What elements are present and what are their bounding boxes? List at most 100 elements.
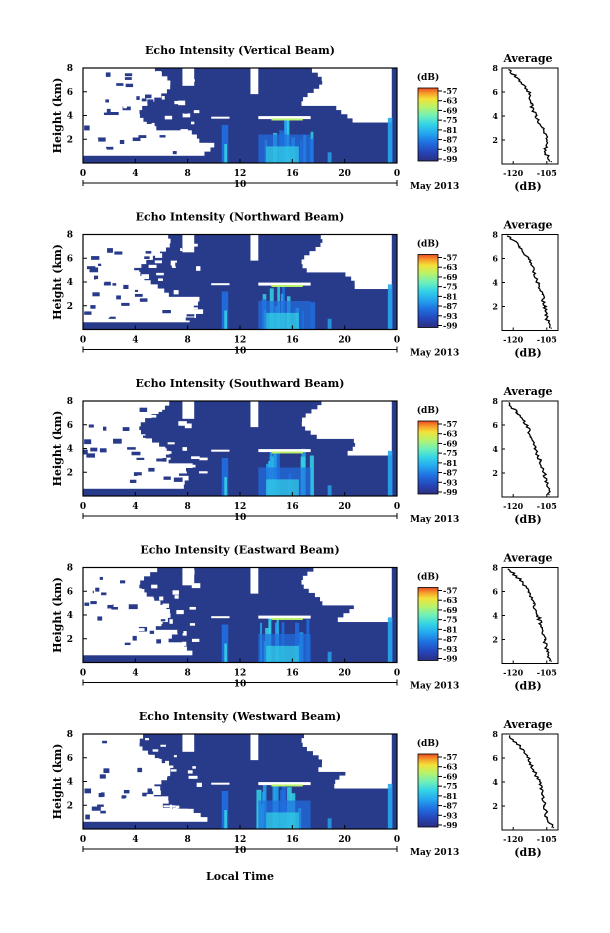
- x-tick-label: 0: [394, 835, 400, 845]
- no-data-cell: [83, 763, 168, 768]
- x-tick-label: 16: [286, 336, 299, 346]
- speckle-cell: [112, 283, 117, 286]
- speckle-cell: [92, 292, 100, 297]
- profile-point: [546, 817, 548, 819]
- speckle-cell: [129, 805, 139, 810]
- speckle-cell: [106, 601, 113, 605]
- speckle-cell: [163, 476, 171, 480]
- x-axis-label: Local Time: [206, 870, 274, 883]
- profile-point: [528, 590, 530, 593]
- bright-band-edge: [211, 283, 230, 286]
- speckle-cell: [83, 278, 87, 283]
- gap-cell: [151, 306, 158, 309]
- profile-point: [505, 233, 508, 236]
- y-tick-label: 8: [67, 730, 73, 740]
- month-label: May 2013: [410, 182, 459, 192]
- colorbar-tick-label: -87: [443, 634, 457, 644]
- profile-point: [532, 269, 534, 272]
- profile-y-tick-label: 4: [492, 777, 498, 787]
- x-tick-label: 16: [286, 169, 299, 179]
- profile-point: [543, 638, 546, 641]
- speckle-cell: [175, 775, 182, 778]
- colorbar-tick-label: -69: [443, 605, 458, 615]
- no-data-cell: [83, 442, 160, 448]
- speckle-cell: [126, 628, 133, 632]
- speckle-cell: [156, 639, 162, 644]
- speckle-cell: [95, 279, 105, 283]
- no-data-cell: [305, 413, 392, 419]
- speckle-cell: [151, 780, 156, 783]
- profile-point: [535, 115, 537, 117]
- profile-point: [517, 412, 519, 414]
- speckle-cell: [99, 576, 103, 580]
- profile-line: [507, 568, 552, 662]
- speckle-cell: [121, 795, 126, 799]
- no-data-cell: [309, 251, 392, 256]
- colorbar: [417, 420, 439, 495]
- profile-point: [539, 781, 541, 783]
- speckle-cell: [103, 426, 107, 431]
- no-data-cell: [351, 276, 392, 281]
- bright-band-edge: [211, 782, 230, 785]
- profile-xlabel: (dB): [514, 180, 541, 193]
- gap-cell: [148, 152, 154, 155]
- speckle-cell: [114, 760, 121, 765]
- speckle-cell: [128, 604, 138, 610]
- speckle-cell: [149, 117, 159, 121]
- gap-cell: [167, 142, 179, 145]
- speckle-cell: [109, 776, 117, 782]
- no-data-cell: [83, 604, 167, 610]
- no-data-cell: [337, 617, 392, 623]
- speckle-cell: [199, 285, 208, 288]
- speckle-cell: [103, 281, 111, 286]
- speckle-cell: [97, 804, 104, 807]
- echo-streak: [309, 139, 314, 163]
- colorbar-unit: (dB): [417, 239, 439, 250]
- profile-title: Average: [502, 385, 552, 398]
- x-tick-label: 0: [80, 835, 86, 845]
- no-data-cell: [83, 808, 194, 814]
- colorbar-tick-label: -69: [443, 771, 458, 781]
- no-data-cell: [83, 68, 155, 73]
- no-data-cell: [83, 246, 166, 252]
- speckle-cell: [134, 267, 141, 271]
- speckle-cell: [180, 248, 184, 252]
- speckle-cell: [174, 595, 179, 599]
- no-data-cell: [83, 783, 155, 789]
- no-data-cell: [320, 596, 392, 602]
- no-data-cell: [315, 246, 392, 252]
- speckle-cell: [147, 816, 156, 822]
- speckle-cell: [162, 457, 167, 462]
- speckle-cell: [96, 598, 102, 604]
- gap-cell: [187, 817, 194, 820]
- colorbar-tick-label: -75: [443, 115, 457, 125]
- no-data-cell: [83, 446, 166, 452]
- gap-cell: [183, 305, 189, 308]
- echo-streak: [224, 810, 227, 829]
- profile-x-tick-label: -105: [537, 668, 557, 678]
- speckle-cell: [199, 457, 208, 461]
- speckle-cell: [98, 263, 102, 266]
- colorbar-tick-label: -99: [443, 154, 458, 164]
- speckle-cell: [132, 90, 137, 95]
- colorbar-unit: (dB): [417, 572, 439, 583]
- profile-x-tick-label: -120: [503, 668, 523, 678]
- speckle-cell: [105, 72, 111, 77]
- no-data-cell: [83, 138, 200, 144]
- echo-streak: [266, 812, 299, 829]
- y-tick-label: 4: [67, 611, 73, 621]
- no-data-cell: [83, 255, 153, 260]
- no-data-regions: [83, 567, 392, 656]
- speckle-cell: [161, 127, 166, 130]
- speckle-cell: [173, 423, 183, 427]
- speckle-cell: [111, 748, 117, 752]
- speckle-cell: [90, 601, 97, 605]
- speckle-cell: [193, 475, 198, 479]
- speckle-cell: [160, 744, 166, 747]
- colorbar-tick-label: -81: [443, 791, 457, 801]
- profile-y-tick-label: 8: [492, 396, 498, 406]
- no-data-cell: [83, 592, 147, 598]
